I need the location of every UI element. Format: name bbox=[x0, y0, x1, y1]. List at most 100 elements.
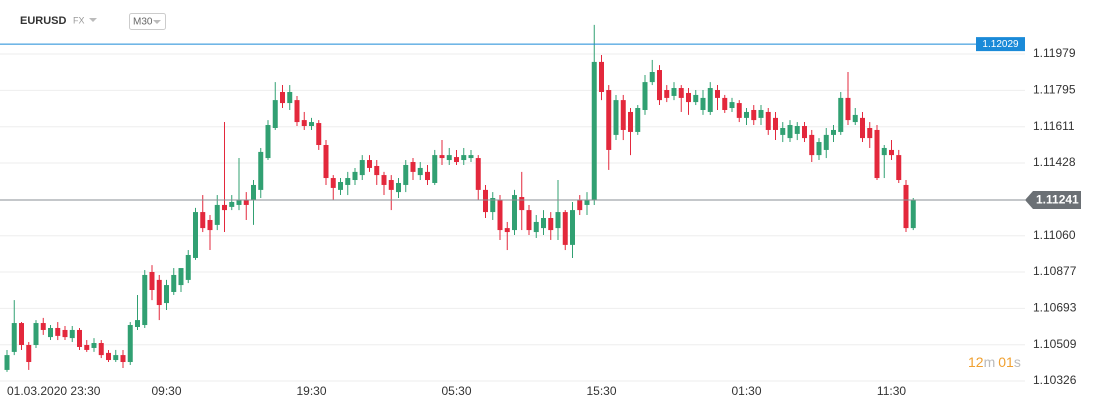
candle-body bbox=[497, 199, 503, 231]
candle-body bbox=[316, 123, 322, 146]
candle-body bbox=[214, 204, 220, 225]
candle-body bbox=[222, 204, 227, 211]
candle-body bbox=[599, 61, 604, 92]
candle-body bbox=[251, 184, 256, 200]
candle-body bbox=[280, 91, 285, 104]
candle-body bbox=[591, 61, 597, 200]
candle-body bbox=[185, 254, 191, 280]
candle-body bbox=[69, 329, 75, 339]
timeframe: M30 bbox=[133, 17, 153, 28]
candle-body bbox=[410, 162, 416, 172]
countdown-minutes: 12 bbox=[968, 354, 984, 370]
candle-body bbox=[396, 182, 401, 193]
candle-body bbox=[628, 111, 633, 132]
candle-body bbox=[439, 155, 445, 159]
candle-body bbox=[475, 158, 481, 190]
candle-body bbox=[736, 103, 742, 118]
candle-body bbox=[874, 129, 880, 179]
candle-body bbox=[243, 199, 249, 205]
grid: 1.10326 1.10509 1.10693 1.10877 1.11060 1.114… bbox=[0, 46, 1077, 398]
candle-body bbox=[19, 323, 24, 345]
candle-body bbox=[765, 111, 771, 130]
candle-body bbox=[164, 285, 169, 304]
candle-body bbox=[127, 325, 133, 363]
candle-body bbox=[4, 355, 10, 370]
candle-body bbox=[352, 171, 358, 181]
candle-body bbox=[403, 164, 409, 185]
candle-body bbox=[171, 274, 177, 292]
candle-body bbox=[461, 155, 467, 161]
symbol[interactable]: EURUSD bbox=[20, 15, 67, 27]
candle-body bbox=[548, 217, 554, 231]
candle-body bbox=[417, 167, 423, 176]
candle-body bbox=[446, 155, 452, 161]
candle-body bbox=[700, 97, 706, 110]
timeframe-box[interactable] bbox=[129, 13, 166, 30]
candle-body bbox=[664, 90, 670, 98]
candle-body bbox=[483, 189, 488, 213]
candle-body bbox=[287, 91, 293, 104]
x-tick-label: 15:30 bbox=[586, 384, 616, 398]
candle-body bbox=[831, 129, 836, 135]
candle-body bbox=[11, 323, 17, 352]
candle-body bbox=[613, 100, 619, 135]
candle-body bbox=[359, 160, 365, 176]
candle-body bbox=[852, 114, 858, 123]
candle-body bbox=[671, 88, 677, 96]
candle-body bbox=[744, 111, 749, 118]
market: FX bbox=[73, 15, 85, 25]
candle-body bbox=[881, 147, 887, 156]
candle-body bbox=[541, 217, 546, 229]
candle-body bbox=[236, 199, 242, 205]
candle-body bbox=[48, 327, 53, 338]
candle-body bbox=[562, 212, 568, 245]
candle-body bbox=[120, 355, 126, 363]
candle-body bbox=[193, 212, 198, 258]
candles bbox=[4, 24, 916, 372]
candle-body bbox=[40, 323, 46, 330]
candle-body bbox=[577, 199, 583, 211]
x-tick-label: 11:30 bbox=[877, 384, 906, 398]
candle-body bbox=[860, 117, 865, 139]
candle-body bbox=[98, 343, 104, 356]
candle-body bbox=[896, 155, 902, 181]
candle-body bbox=[142, 274, 148, 326]
candle-body bbox=[678, 88, 684, 98]
candle-body bbox=[686, 92, 691, 103]
y-tick-label: 1.10877 bbox=[1033, 264, 1077, 278]
candle-body bbox=[301, 120, 307, 127]
candle-body bbox=[294, 100, 300, 123]
countdown-minutes-unit: m bbox=[984, 354, 996, 370]
candle-body bbox=[620, 100, 626, 130]
candle-body bbox=[802, 126, 807, 139]
candle-body bbox=[606, 90, 612, 150]
candle-body bbox=[910, 199, 916, 229]
y-tick-label: 1.10693 bbox=[1033, 301, 1077, 315]
y-tick-label: 1.11979 bbox=[1033, 46, 1076, 60]
candle-body bbox=[584, 199, 590, 205]
x-tick-label: 05:30 bbox=[441, 384, 471, 398]
current-price-label: 1.11241 bbox=[1036, 193, 1079, 207]
candle-body bbox=[533, 221, 539, 233]
candle-body bbox=[62, 329, 68, 338]
candle-body bbox=[367, 160, 372, 168]
candle-body bbox=[258, 151, 264, 190]
candle-body bbox=[838, 97, 844, 132]
candle-body bbox=[707, 88, 713, 112]
candle-body bbox=[207, 219, 213, 231]
candle-body bbox=[388, 180, 394, 190]
y-tick-label: 1.11060 bbox=[1033, 228, 1076, 242]
candle-body bbox=[642, 82, 648, 110]
x-tick-label: 01:30 bbox=[731, 384, 761, 398]
toolbar: EURUSD FX M30 bbox=[20, 13, 166, 30]
candle-body bbox=[323, 145, 329, 179]
candle-body bbox=[149, 272, 155, 291]
candle-body bbox=[780, 127, 786, 135]
candle-body bbox=[113, 355, 119, 361]
candle-body bbox=[823, 134, 829, 150]
candle-body bbox=[381, 175, 387, 185]
candle-body bbox=[106, 352, 111, 361]
market-dropdown[interactable] bbox=[89, 18, 97, 22]
